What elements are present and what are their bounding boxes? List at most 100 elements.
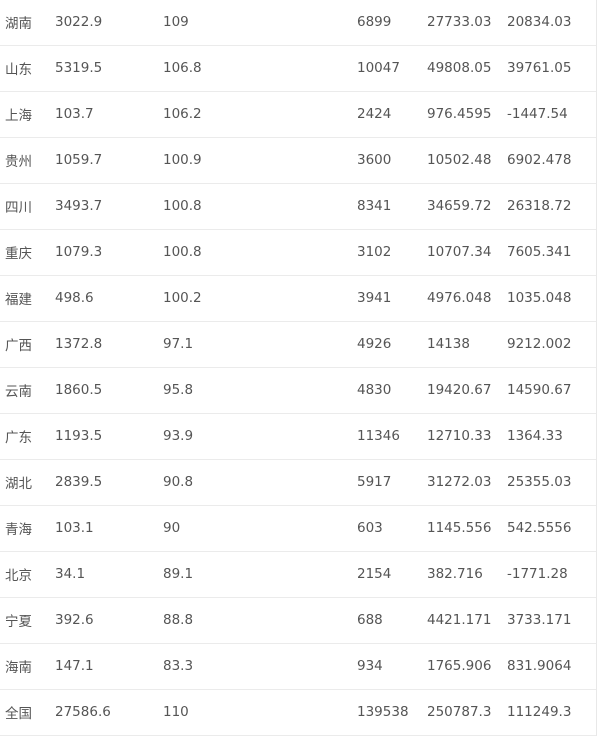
region-cell: 四川 — [0, 183, 50, 230]
region-cell: 青海 — [0, 505, 50, 552]
table-row: 湖南 3022.9 109 6899 27733.03 20834.03 — [0, 0, 596, 46]
value-cell-3: 8341 — [352, 183, 422, 230]
value-cell-2: 100.8 — [158, 229, 255, 276]
value-cell-3: 10047 — [352, 45, 422, 92]
value-cell-5: 831.9064 — [502, 643, 596, 690]
empty-cell — [255, 367, 352, 414]
value-cell-3: 5917 — [352, 459, 422, 506]
value-cell-1: 2839.5 — [50, 459, 158, 506]
value-cell-5: 1035.048 — [502, 275, 596, 322]
table-row: 山东 5319.5 106.8 10047 49808.05 39761.05 — [0, 45, 596, 92]
value-cell-1: 5319.5 — [50, 45, 158, 92]
value-cell-4: 382.716 — [422, 551, 502, 598]
value-cell-2: 109 — [158, 0, 255, 46]
region-cell: 北京 — [0, 551, 50, 598]
region-cell: 全国 — [0, 689, 50, 736]
value-cell-4: 34659.72 — [422, 183, 502, 230]
value-cell-4: 250787.3 — [422, 689, 502, 736]
value-cell-4: 10707.34 — [422, 229, 502, 276]
region-cell: 重庆 — [0, 229, 50, 276]
value-cell-4: 19420.67 — [422, 367, 502, 414]
value-cell-3: 3600 — [352, 137, 422, 184]
value-cell-5: 542.5556 — [502, 505, 596, 552]
value-cell-3: 688 — [352, 597, 422, 644]
value-cell-1: 27586.6 — [50, 689, 158, 736]
table-row: 北京 34.1 89.1 2154 382.716 -1771.28 — [0, 551, 596, 598]
region-cell: 宁夏 — [0, 597, 50, 644]
value-cell-5: 1364.33 — [502, 413, 596, 460]
value-cell-3: 2154 — [352, 551, 422, 598]
value-cell-2: 106.8 — [158, 45, 255, 92]
value-cell-5: -1447.54 — [502, 91, 596, 138]
table-row: 青海 103.1 90 603 1145.556 542.5556 — [0, 505, 596, 552]
region-cell: 福建 — [0, 275, 50, 322]
value-cell-5: -1771.28 — [502, 551, 596, 598]
value-cell-3: 4830 — [352, 367, 422, 414]
value-cell-1: 103.7 — [50, 91, 158, 138]
value-cell-2: 100.2 — [158, 275, 255, 322]
value-cell-4: 4976.048 — [422, 275, 502, 322]
value-cell-5: 39761.05 — [502, 45, 596, 92]
empty-cell — [255, 91, 352, 138]
empty-cell — [255, 0, 352, 46]
value-cell-1: 392.6 — [50, 597, 158, 644]
value-cell-1: 103.1 — [50, 505, 158, 552]
empty-cell — [255, 275, 352, 322]
value-cell-2: 90 — [158, 505, 255, 552]
value-cell-1: 1193.5 — [50, 413, 158, 460]
value-cell-5: 26318.72 — [502, 183, 596, 230]
value-cell-3: 3102 — [352, 229, 422, 276]
table-row: 广西 1372.8 97.1 4926 14138 9212.002 — [0, 321, 596, 368]
value-cell-5: 3733.171 — [502, 597, 596, 644]
empty-cell — [255, 137, 352, 184]
empty-cell — [255, 597, 352, 644]
table-row: 云南 1860.5 95.8 4830 19420.67 14590.67 — [0, 367, 596, 414]
value-cell-4: 1765.906 — [422, 643, 502, 690]
value-cell-4: 31272.03 — [422, 459, 502, 506]
value-cell-5: 7605.341 — [502, 229, 596, 276]
value-cell-4: 14138 — [422, 321, 502, 368]
empty-cell — [255, 459, 352, 506]
data-table-container: 湖南 3022.9 109 6899 27733.03 20834.03 山东 5319.5 1… — [0, 0, 597, 736]
value-cell-1: 34.1 — [50, 551, 158, 598]
empty-cell — [255, 413, 352, 460]
value-cell-1: 147.1 — [50, 643, 158, 690]
value-cell-3: 4926 — [352, 321, 422, 368]
region-cell: 海南 — [0, 643, 50, 690]
value-cell-5: 9212.002 — [502, 321, 596, 368]
region-cell: 贵州 — [0, 137, 50, 184]
value-cell-2: 100.8 — [158, 183, 255, 230]
value-cell-1: 1860.5 — [50, 367, 158, 414]
value-cell-2: 106.2 — [158, 91, 255, 138]
table-row: 上海 103.7 106.2 2424 976.4595 -1447.54 — [0, 91, 596, 138]
value-cell-5: 111249.3 — [502, 689, 596, 736]
value-cell-3: 934 — [352, 643, 422, 690]
value-cell-4: 27733.03 — [422, 0, 502, 46]
value-cell-2: 95.8 — [158, 367, 255, 414]
value-cell-1: 1059.7 — [50, 137, 158, 184]
value-cell-2: 110 — [158, 689, 255, 736]
value-cell-4: 1145.556 — [422, 505, 502, 552]
empty-cell — [255, 505, 352, 552]
value-cell-2: 93.9 — [158, 413, 255, 460]
empty-cell — [255, 643, 352, 690]
value-cell-5: 6902.478 — [502, 137, 596, 184]
region-cell: 山东 — [0, 45, 50, 92]
region-cell: 上海 — [0, 91, 50, 138]
value-cell-2: 89.1 — [158, 551, 255, 598]
value-cell-4: 976.4595 — [422, 91, 502, 138]
empty-cell — [255, 183, 352, 230]
value-cell-4: 10502.48 — [422, 137, 502, 184]
value-cell-1: 3022.9 — [50, 0, 158, 46]
empty-cell — [255, 689, 352, 736]
table-row: 广东 1193.5 93.9 11346 12710.33 1364.33 — [0, 413, 596, 460]
value-cell-1: 1079.3 — [50, 229, 158, 276]
data-table: 湖南 3022.9 109 6899 27733.03 20834.03 山东 5319.5 1… — [0, 0, 596, 736]
empty-cell — [255, 321, 352, 368]
value-cell-2: 90.8 — [158, 459, 255, 506]
table-row: 福建 498.6 100.2 3941 4976.048 1035.048 — [0, 275, 596, 322]
table-row: 贵州 1059.7 100.9 3600 10502.48 6902.478 — [0, 137, 596, 184]
value-cell-2: 97.1 — [158, 321, 255, 368]
table-row: 宁夏 392.6 88.8 688 4421.171 3733.171 — [0, 597, 596, 644]
value-cell-5: 20834.03 — [502, 0, 596, 46]
